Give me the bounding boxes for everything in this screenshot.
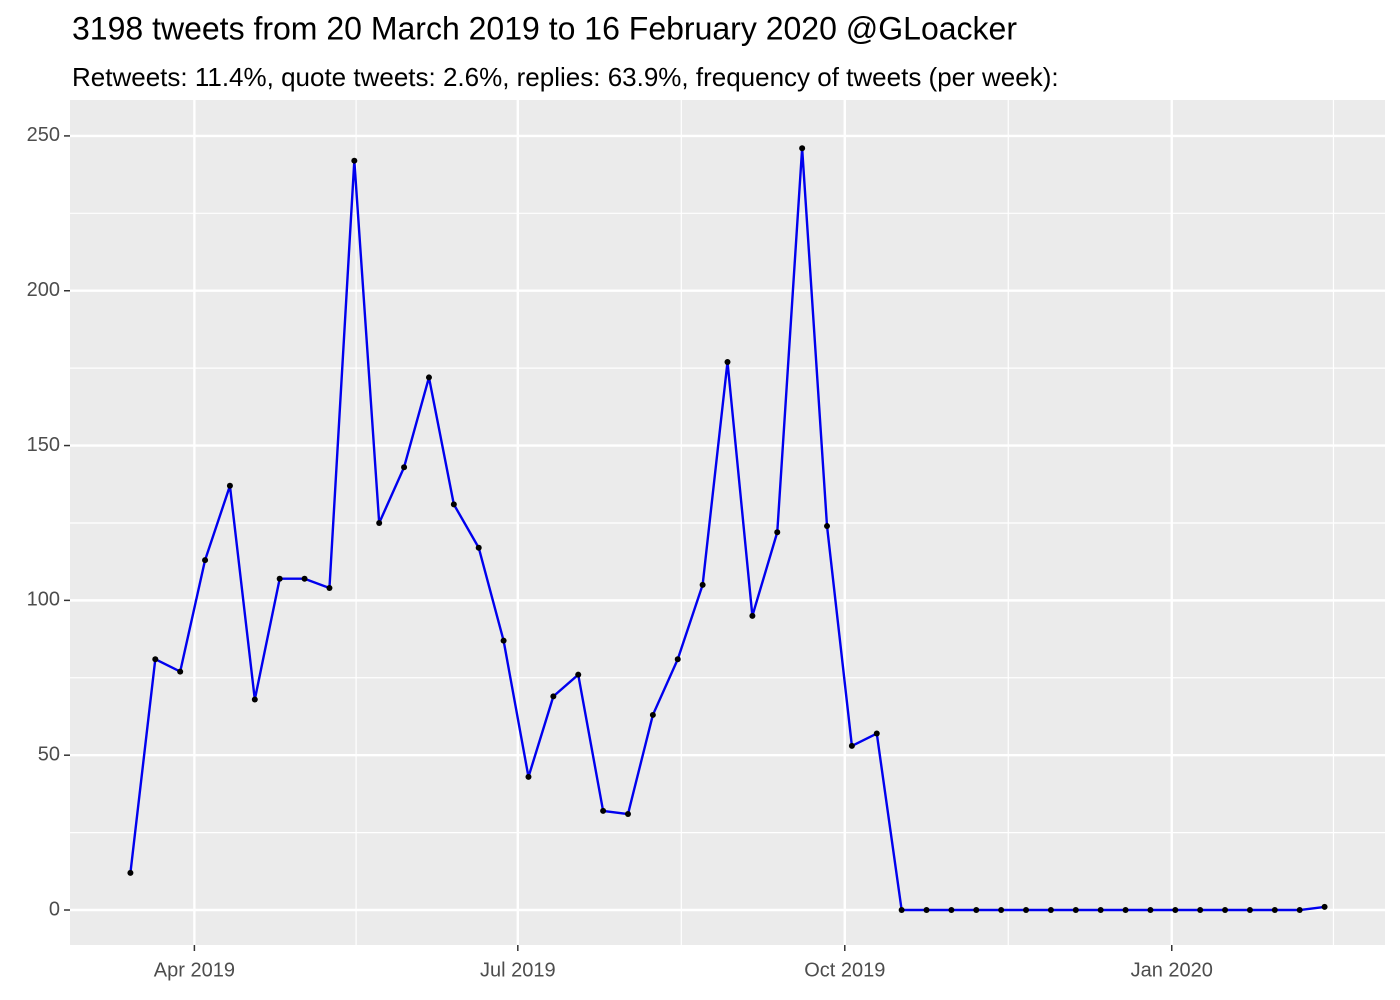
point — [774, 529, 781, 536]
point — [699, 581, 706, 588]
x-tick-label: Jan 2020 — [1131, 959, 1213, 981]
point — [749, 612, 756, 619]
y-tick-label: 50 — [38, 743, 60, 765]
point — [376, 519, 383, 526]
x-tick-label: Jul 2019 — [480, 959, 556, 981]
point — [1097, 907, 1104, 914]
point — [1172, 907, 1179, 914]
point — [127, 869, 134, 876]
x-tick-label: Oct 2019 — [804, 959, 885, 981]
point — [624, 811, 631, 818]
point — [177, 668, 184, 675]
point — [351, 157, 358, 164]
point — [401, 464, 408, 471]
point — [898, 907, 905, 914]
y-tick-label: 0 — [49, 898, 60, 920]
point — [998, 907, 1005, 914]
point — [301, 575, 308, 582]
point — [575, 671, 582, 678]
point — [475, 544, 482, 551]
point — [226, 482, 233, 489]
point — [799, 145, 806, 152]
y-tick-label: 100 — [27, 589, 60, 611]
point — [1271, 907, 1278, 914]
point — [326, 584, 333, 591]
point — [202, 557, 209, 564]
point — [848, 742, 855, 749]
point — [550, 693, 557, 700]
point — [251, 696, 258, 703]
point — [674, 656, 681, 663]
point — [600, 807, 607, 814]
point — [525, 773, 532, 780]
chart-subtitle: Retweets: 11.4%, quote tweets: 2.6%, rep… — [72, 62, 1059, 92]
point — [1222, 907, 1229, 914]
point — [425, 374, 432, 381]
point — [500, 637, 507, 644]
point — [948, 907, 955, 914]
point — [923, 907, 930, 914]
point — [724, 358, 731, 365]
chart-title: 3198 tweets from 20 March 2019 to 16 Feb… — [72, 10, 1017, 46]
y-tick-label: 250 — [27, 124, 60, 146]
point — [1246, 907, 1253, 914]
point — [1122, 907, 1129, 914]
point — [649, 711, 656, 718]
point — [276, 575, 283, 582]
point — [1047, 907, 1054, 914]
point — [152, 656, 159, 663]
x-tick-label: Apr 2019 — [154, 959, 235, 981]
point — [1197, 907, 1204, 914]
point — [1023, 907, 1030, 914]
point — [1072, 907, 1079, 914]
point — [973, 907, 980, 914]
y-tick-label: 200 — [27, 279, 60, 301]
point — [873, 730, 880, 737]
point — [450, 501, 457, 508]
point — [1296, 907, 1303, 914]
point — [824, 523, 831, 530]
point — [1147, 907, 1154, 914]
point — [1321, 903, 1328, 910]
y-tick-label: 150 — [27, 434, 60, 456]
